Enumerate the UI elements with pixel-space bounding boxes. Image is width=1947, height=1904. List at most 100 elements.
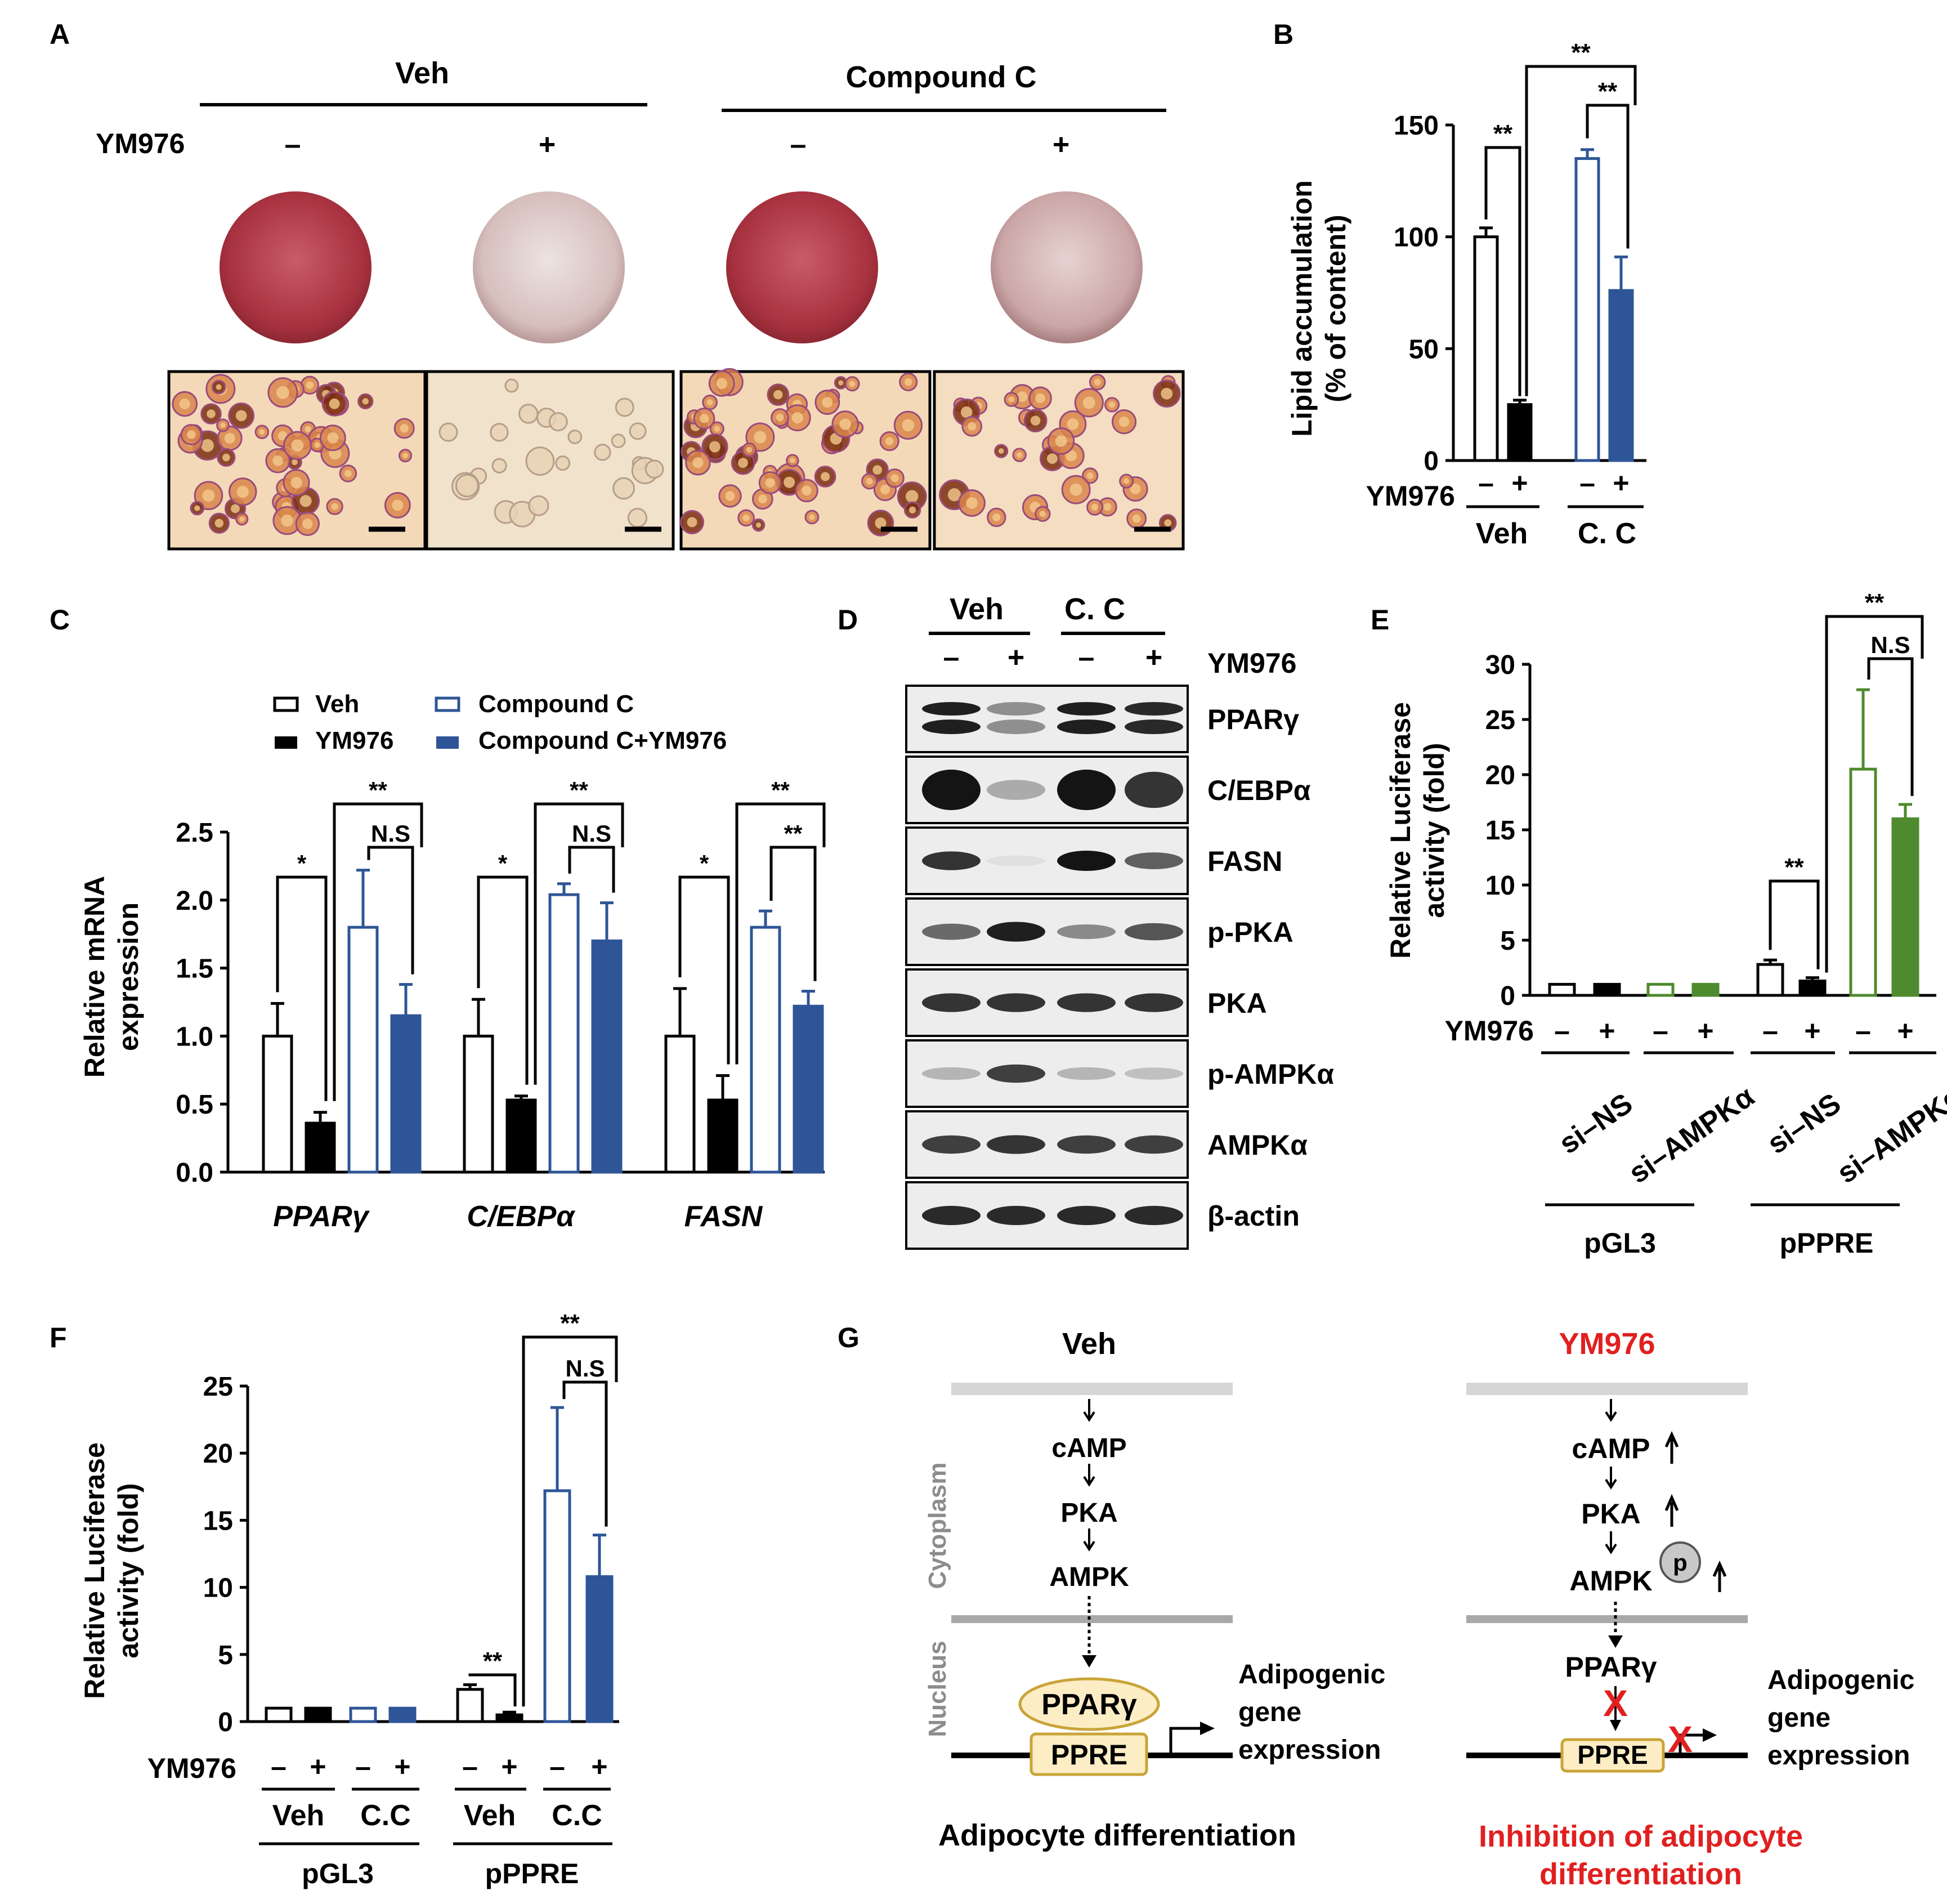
lipid-droplet — [1161, 387, 1173, 400]
up-arrow-icon — [1664, 1494, 1679, 1527]
arrow-icon — [1083, 1464, 1095, 1487]
legend-swatch-compound-c-ym976 — [436, 736, 459, 749]
sign-a-0: – — [285, 128, 301, 161]
blot-band — [987, 922, 1045, 942]
lipid-droplet — [1123, 478, 1130, 484]
g-ym-caption-1: Inhibition of adipocyte — [1479, 1820, 1803, 1853]
significance-label: * — [297, 850, 307, 877]
arrowhead-icon — [1082, 1655, 1096, 1668]
y-tick-label: 25 — [203, 1372, 233, 1402]
lipid-droplet — [207, 409, 216, 418]
panel-letter-g: G — [838, 1322, 860, 1353]
bar — [585, 1575, 614, 1723]
arrow-icon — [1083, 1399, 1095, 1422]
significance-label: ** — [1571, 39, 1591, 66]
lipid-droplet — [809, 514, 815, 520]
lipid-droplet — [299, 495, 312, 507]
bar — [1891, 817, 1919, 997]
lipid-droplet — [838, 380, 844, 386]
g-ym-gene-1: Adipogenic — [1767, 1665, 1914, 1695]
panel-a: Veh Compound C YM976 – + – + — [96, 56, 1185, 551]
micrograph-cc-plus — [933, 370, 1185, 551]
f-ylabel-line1: Relative Luciferase — [79, 1442, 110, 1699]
panel-c-legend: Veh YM976 Compound C Compound C+YM976 Re… — [79, 690, 763, 1233]
treatment-sign: + — [310, 1751, 326, 1782]
y-tick-label: 1.0 — [176, 1022, 213, 1052]
panel-letter-b: B — [1273, 19, 1293, 50]
lipid-droplet — [885, 437, 894, 445]
lipid-droplet — [742, 514, 750, 522]
significance-label: N.S — [572, 820, 611, 847]
bar — [1608, 289, 1634, 462]
blot-band — [987, 702, 1045, 716]
lipid-droplet — [890, 474, 899, 482]
bar — [305, 1121, 336, 1174]
significance-label: N.S — [565, 1355, 605, 1382]
y-tick-label: 20 — [1485, 761, 1515, 790]
cell — [438, 422, 458, 442]
micrograph-veh-minus — [167, 370, 427, 551]
treatment-sign: + — [1697, 1015, 1713, 1047]
g-ym-camp: cAMP — [1572, 1433, 1650, 1464]
lipid-droplet — [776, 413, 784, 422]
ym976-row-label: YM976 — [96, 128, 185, 159]
e-reporter-pppre: pPPRE — [1780, 1227, 1874, 1259]
b-ylabel-line1: Lipid accumulation — [1286, 180, 1318, 437]
y-tick-label: 30 — [1485, 650, 1515, 680]
phospho-circle — [1659, 1541, 1701, 1583]
d-sign-3: + — [1145, 641, 1162, 674]
legend-compound-c: Compound C — [478, 690, 634, 718]
micrograph-veh-plus — [425, 370, 675, 551]
lipid-droplet — [875, 517, 887, 529]
lipid-droplet — [784, 476, 795, 488]
cell — [612, 477, 635, 500]
blot-band — [987, 719, 1045, 734]
significance-bracket — [333, 802, 423, 1101]
y-tick-label: 15 — [203, 1506, 233, 1536]
bar — [349, 1706, 377, 1723]
bar — [1646, 982, 1675, 997]
cell — [455, 473, 479, 498]
treatment-sign: – — [355, 1751, 371, 1782]
bar — [1593, 982, 1621, 997]
lipid-droplet — [1103, 503, 1112, 511]
y-tick-label: 2.5 — [176, 818, 213, 848]
y-tick-label: 10 — [203, 1574, 233, 1603]
lipid-droplet — [773, 390, 783, 400]
lipid-droplet — [220, 422, 226, 428]
f-group-veh-2: Veh — [464, 1799, 516, 1832]
significance-label: ** — [483, 1647, 503, 1675]
micrograph-cc-minus — [679, 368, 932, 551]
lipid-droplet — [1132, 514, 1141, 523]
y-tick-label: 150 — [1394, 111, 1439, 141]
lipid-droplet — [362, 398, 369, 405]
arrowhead-icon — [1610, 1720, 1621, 1731]
arrow-icon — [1605, 1467, 1617, 1490]
lipid-droplet — [214, 519, 224, 528]
bar — [750, 926, 781, 1174]
lipid-droplet — [305, 426, 311, 432]
lipid-droplet — [880, 484, 890, 495]
bar — [262, 1034, 293, 1174]
blot-band — [1125, 852, 1183, 869]
cell — [594, 444, 611, 461]
culture-plate-cc-plus — [991, 191, 1143, 343]
g-ym-block-1: X — [1603, 1682, 1628, 1724]
lipid-droplet — [216, 384, 222, 390]
ppre-box — [1030, 1732, 1148, 1776]
treatment-sign: – — [549, 1751, 565, 1782]
sign-a-2: – — [790, 128, 807, 161]
g-veh-title: Veh — [1062, 1327, 1116, 1361]
gene-label-fasn: FASN — [684, 1200, 763, 1233]
significance-label: N.S — [1870, 632, 1910, 658]
cell — [504, 378, 519, 393]
y-tick-label: 1.5 — [176, 954, 213, 984]
sign-a-1: + — [539, 128, 556, 161]
lipid-droplet — [716, 378, 728, 390]
c-ylabel-line2: expression — [113, 902, 144, 1051]
gene-label-pparg: PPARγ — [273, 1200, 370, 1233]
lipid-droplet — [908, 506, 916, 513]
d-group-cc: C. C — [1064, 592, 1125, 626]
